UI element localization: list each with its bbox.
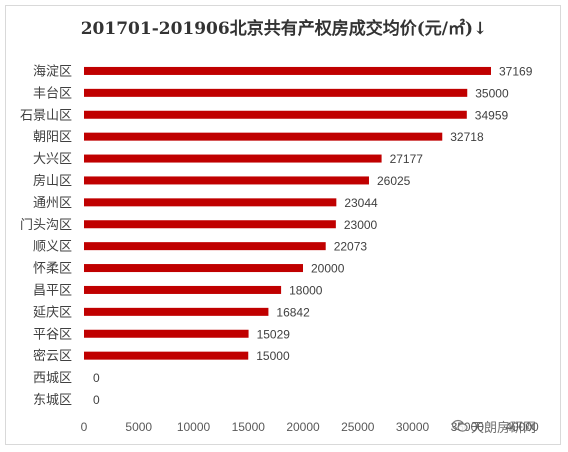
category-label: 怀柔区: [33, 262, 72, 277]
bar: [84, 66, 492, 75]
data-label: 23000: [344, 218, 378, 232]
category-label: 石景山区: [20, 108, 72, 123]
category-label: 海淀区: [33, 64, 72, 79]
data-label: 22073: [334, 240, 368, 254]
data-label: 23044: [344, 196, 378, 210]
x-tick-label: 15000: [232, 420, 266, 434]
data-label: 0: [93, 393, 100, 407]
bar: [84, 307, 269, 316]
chart-title: 201701-201906北京共有产权房成交均价(元/㎡)↓: [80, 19, 488, 39]
bar: [84, 329, 249, 338]
x-tick-label: 40000: [505, 420, 539, 434]
data-label: 37169: [499, 64, 533, 78]
category-label: 平谷区: [33, 327, 72, 342]
category-label: 顺义区: [33, 240, 72, 255]
category-label: 通州区: [33, 196, 72, 211]
bar: [84, 242, 326, 251]
data-label: 27177: [390, 152, 424, 166]
data-label: 18000: [289, 283, 323, 297]
watermark: 天朗房研网: [452, 417, 537, 436]
data-label: 32718: [450, 130, 484, 144]
bar: [84, 88, 468, 97]
category-label: 朝阳区: [33, 130, 72, 145]
category-label: 西城区: [33, 371, 72, 386]
data-label: 34959: [475, 108, 509, 122]
data-label: 15000: [256, 349, 290, 363]
x-tick-label: 30000: [396, 420, 430, 434]
data-label: 20000: [311, 262, 345, 276]
category-label: 昌平区: [33, 283, 72, 298]
x-tick-label: 25000: [341, 420, 375, 434]
bar: [84, 285, 282, 294]
category-label: 延庆区: [33, 305, 72, 320]
bar: [84, 154, 382, 163]
data-label: 16842: [276, 305, 310, 319]
category-label: 密云区: [33, 348, 72, 364]
wechat-icon: [452, 419, 468, 432]
watermark-text: 天朗房研网: [471, 420, 537, 436]
x-tick-label: 20000: [286, 420, 320, 434]
bar: [84, 132, 443, 141]
x-tick-label: 10000: [177, 420, 211, 434]
x-tick-label: 0: [81, 420, 88, 434]
data-label: 15029: [257, 327, 291, 341]
bar: [84, 176, 369, 185]
category-label: 东城区: [33, 393, 72, 408]
data-label: 26025: [377, 174, 411, 188]
data-label: 0: [93, 371, 100, 385]
category-label: 丰台区: [33, 86, 72, 101]
bar: [84, 110, 467, 119]
x-tick-label: 5000: [125, 420, 152, 434]
data-label: 35000: [475, 86, 509, 100]
bar: [84, 351, 249, 360]
category-label: 房山区: [33, 173, 72, 189]
category-label: 大兴区: [33, 152, 72, 167]
bar: [84, 220, 336, 229]
bar: [84, 198, 337, 207]
category-label: 门头沟区: [20, 218, 72, 233]
bar: [84, 264, 303, 273]
